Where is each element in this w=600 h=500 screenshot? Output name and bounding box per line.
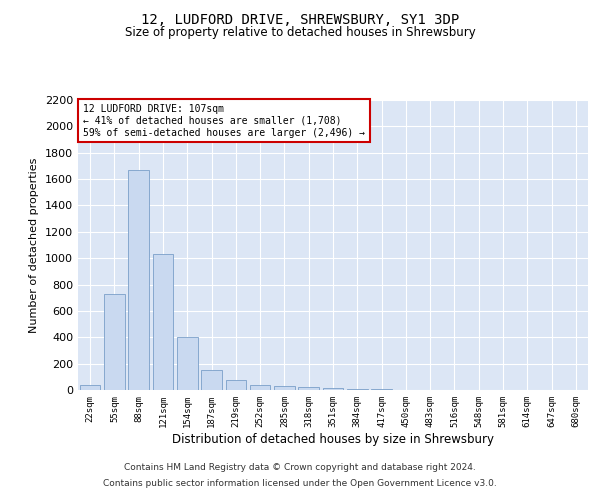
Text: Size of property relative to detached houses in Shrewsbury: Size of property relative to detached ho… bbox=[125, 26, 475, 39]
Text: 12, LUDFORD DRIVE, SHREWSBURY, SY1 3DP: 12, LUDFORD DRIVE, SHREWSBURY, SY1 3DP bbox=[141, 12, 459, 26]
Text: 12 LUDFORD DRIVE: 107sqm
← 41% of detached houses are smaller (1,708)
59% of sem: 12 LUDFORD DRIVE: 107sqm ← 41% of detach… bbox=[83, 104, 365, 138]
Bar bbox=[152, 254, 173, 390]
Y-axis label: Number of detached properties: Number of detached properties bbox=[29, 158, 40, 332]
X-axis label: Distribution of detached houses by size in Shrewsbury: Distribution of detached houses by size … bbox=[172, 432, 494, 446]
Bar bbox=[323, 388, 343, 390]
Bar bbox=[104, 294, 125, 390]
Bar bbox=[347, 388, 368, 390]
Bar bbox=[298, 388, 319, 390]
Text: Contains HM Land Registry data © Crown copyright and database right 2024.: Contains HM Land Registry data © Crown c… bbox=[124, 464, 476, 472]
Bar bbox=[177, 338, 197, 390]
Bar bbox=[226, 380, 246, 390]
Bar bbox=[80, 384, 100, 390]
Bar bbox=[371, 389, 392, 390]
Text: Contains public sector information licensed under the Open Government Licence v3: Contains public sector information licen… bbox=[103, 478, 497, 488]
Bar bbox=[250, 384, 271, 390]
Bar bbox=[128, 170, 149, 390]
Bar bbox=[274, 386, 295, 390]
Bar bbox=[201, 370, 222, 390]
